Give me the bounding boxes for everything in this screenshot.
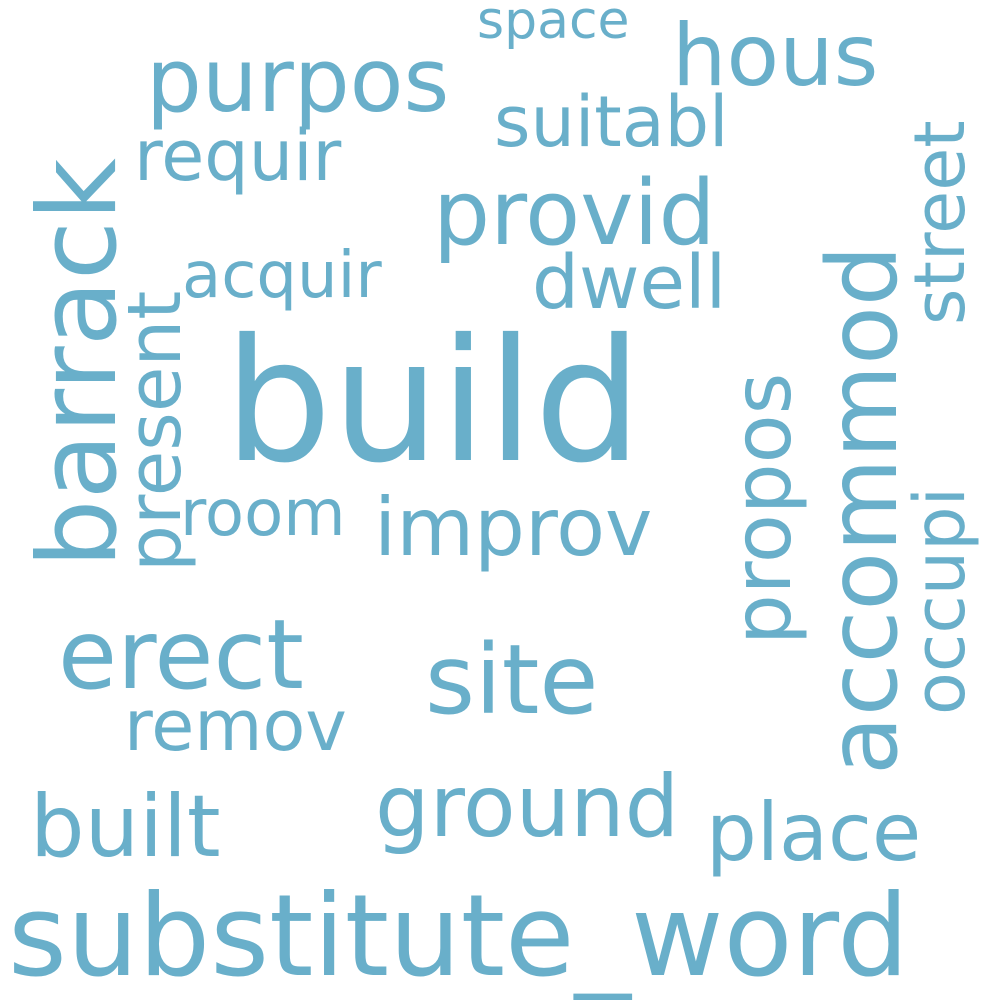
word-provid: provid bbox=[433, 161, 716, 266]
word-erect: erect bbox=[58, 599, 304, 711]
word-street: street bbox=[899, 120, 981, 325]
word-ground: ground bbox=[375, 757, 679, 857]
word-present: present bbox=[112, 291, 198, 572]
word-space: space bbox=[477, 0, 630, 51]
word-barrack: barrack bbox=[16, 158, 141, 568]
word-improv: improv bbox=[374, 481, 652, 574]
word-substitute-word: substitute_word bbox=[8, 870, 909, 1000]
word-purpos: purpos bbox=[146, 29, 449, 132]
word-dwell: dwell bbox=[532, 240, 726, 326]
word-accommod: accommod bbox=[807, 245, 919, 775]
word-build: build bbox=[224, 303, 642, 501]
word-requir: requir bbox=[134, 115, 342, 197]
word-remov: remov bbox=[124, 685, 347, 767]
word-place: place bbox=[706, 786, 921, 879]
word-built: built bbox=[30, 777, 221, 877]
word-hous: hous bbox=[672, 6, 878, 106]
word-occupi: occupi bbox=[899, 487, 981, 715]
word-acquir: acquir bbox=[182, 239, 382, 313]
word-suitabl: suitabl bbox=[494, 81, 729, 163]
word-room: room bbox=[180, 477, 346, 551]
word-site: site bbox=[425, 624, 598, 736]
word-propos: propos bbox=[716, 373, 809, 645]
